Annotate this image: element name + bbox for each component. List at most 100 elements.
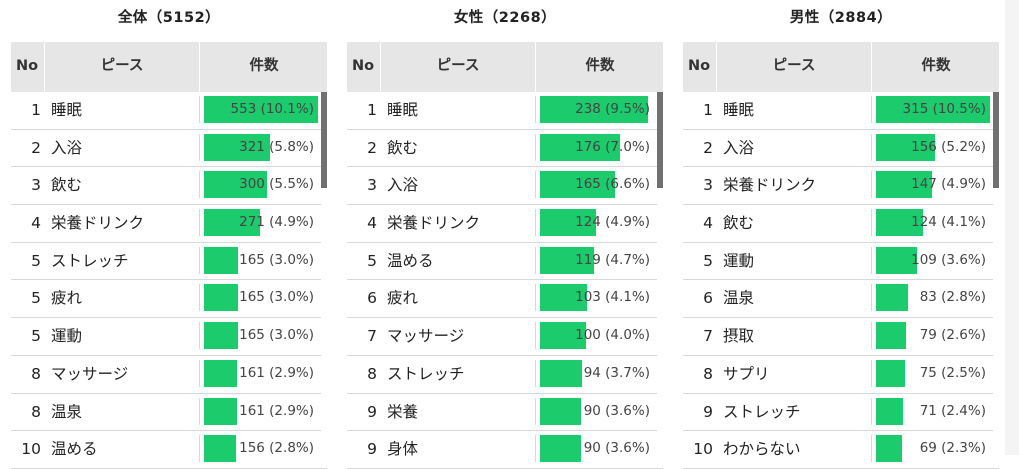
scrollbar[interactable]: [657, 92, 663, 455]
count-text: 165 (6.6%): [575, 176, 650, 193]
ranking-table[interactable]: No ピース 件数 1 睡眠 315 (10.5%) 2 入浴 156 (5.2%) 3 栄養…: [683, 42, 999, 469]
panel-all: 全体（5152） No ピース 件数 1 睡眠 553 (10.1%) 2 入浴 321 …: [11, 0, 327, 469]
count-text: 90 (3.6%): [583, 440, 650, 457]
row-no: 7: [703, 327, 713, 346]
count-bar: [876, 171, 932, 199]
row-count-cell: 109 (3.6%): [871, 246, 992, 274]
row-piece: マッサージ: [387, 327, 465, 346]
header-no[interactable]: No: [687, 58, 711, 74]
row-no: 8: [703, 364, 713, 383]
header-no[interactable]: No: [15, 58, 39, 74]
table-row[interactable]: 2 入浴 156 (5.2%): [683, 130, 999, 168]
table-row[interactable]: 8 温泉 161 (2.9%): [11, 394, 327, 432]
table-header: No ピース 件数: [683, 42, 999, 92]
table-row[interactable]: 5 ストレッチ 165 (3.0%): [11, 243, 327, 281]
table-row[interactable]: 3 入浴 165 (6.6%): [347, 167, 663, 206]
table-row[interactable]: 4 栄養ドリンク 271 (4.9%): [11, 205, 327, 243]
row-count-cell: 165 (3.0%): [199, 246, 320, 274]
count-bar: [204, 133, 270, 161]
row-count-cell: 103 (4.1%): [535, 284, 656, 312]
header-piece[interactable]: ピース: [716, 42, 871, 92]
scrollbar-thumb[interactable]: [321, 92, 327, 188]
table-row[interactable]: 2 飲む 176 (7.0%): [347, 130, 663, 168]
table-row[interactable]: 1 睡眠 553 (10.1%): [11, 92, 327, 130]
row-no: 10: [693, 440, 713, 459]
table-row[interactable]: 7 摂取 79 (2.6%): [683, 318, 999, 356]
table-row[interactable]: 1 睡眠 238 (9.5%): [347, 92, 663, 130]
count-text: 165 (3.0%): [239, 289, 314, 306]
count-bar: [204, 96, 318, 123]
table-row[interactable]: 6 温泉 83 (2.8%): [683, 280, 999, 319]
row-no: 9: [703, 402, 713, 421]
row-piece: ストレッチ: [51, 251, 129, 270]
scrollbar-thumb[interactable]: [657, 92, 663, 188]
count-bar: [540, 246, 594, 274]
header-piece[interactable]: ピース: [380, 42, 535, 92]
header-count[interactable]: 件数: [199, 42, 328, 92]
row-count-cell: 315 (10.5%): [871, 96, 992, 123]
table-row[interactable]: 5 運動 165 (3.0%): [11, 318, 327, 356]
table-row[interactable]: 5 温める 119 (4.7%): [347, 243, 663, 281]
row-piece: 温める: [51, 440, 98, 459]
row-piece: 入浴: [51, 138, 83, 157]
row-count-cell: 90 (3.6%): [535, 397, 656, 425]
header-piece[interactable]: ピース: [44, 42, 199, 92]
header-no[interactable]: No: [351, 58, 375, 74]
row-piece: サプリ: [723, 364, 770, 383]
row-no: 6: [703, 289, 713, 308]
table-row[interactable]: 4 飲む 124 (4.1%): [683, 205, 999, 243]
count-bar: [204, 397, 237, 425]
row-piece: 睡眠: [387, 101, 419, 119]
table-row[interactable]: 9 身体 90 (3.6%): [347, 431, 663, 469]
table-row[interactable]: 8 マッサージ 161 (2.9%): [11, 356, 327, 394]
count-bar: [540, 171, 615, 199]
scrollbar[interactable]: [993, 92, 999, 455]
table-row[interactable]: 4 栄養ドリンク 124 (4.9%): [347, 205, 663, 243]
row-piece: 睡眠: [723, 101, 755, 119]
table-row[interactable]: 9 栄養 90 (3.6%): [347, 394, 663, 432]
row-piece: 温める: [387, 251, 434, 270]
count-text: 124 (4.9%): [575, 214, 650, 231]
count-bar: [876, 397, 903, 425]
row-no: 10: [21, 440, 41, 459]
table-row[interactable]: 1 睡眠 315 (10.5%): [683, 92, 999, 130]
row-count-cell: 156 (5.2%): [871, 133, 992, 161]
table-row[interactable]: 2 入浴 321 (5.8%): [11, 130, 327, 168]
row-count-cell: 553 (10.1%): [199, 96, 320, 123]
table-row[interactable]: 8 サプリ 75 (2.5%): [683, 356, 999, 394]
row-piece: 疲れ: [51, 289, 83, 308]
table-row[interactable]: 10 温める 156 (2.8%): [11, 431, 327, 469]
table-row[interactable]: 9 ストレッチ 71 (2.4%): [683, 394, 999, 432]
scrollbar-thumb[interactable]: [993, 92, 999, 188]
row-piece: 入浴: [387, 176, 419, 195]
table-row[interactable]: 6 疲れ 103 (4.1%): [347, 280, 663, 319]
count-bar: [204, 284, 238, 312]
count-text: 553 (10.1%): [230, 101, 314, 117]
ranking-table[interactable]: No ピース 件数 1 睡眠 553 (10.1%) 2 入浴 321 (5.8%) 3 飲む…: [11, 42, 327, 469]
header-count[interactable]: 件数: [535, 42, 664, 92]
panel-title: 全体（5152）: [117, 10, 221, 26]
table-row[interactable]: 7 マッサージ 100 (4.0%): [347, 318, 663, 356]
count-text: 103 (4.1%): [575, 289, 650, 306]
row-piece: 飲む: [723, 214, 755, 233]
count-text: 69 (2.3%): [919, 440, 986, 457]
table-row[interactable]: 3 飲む 300 (5.5%): [11, 167, 327, 206]
table-row[interactable]: 10 わからない 69 (2.3%): [683, 431, 999, 469]
count-text: 119 (4.7%): [575, 251, 650, 268]
count-text: 165 (3.0%): [239, 327, 314, 344]
table-row[interactable]: 8 ストレッチ 94 (3.7%): [347, 356, 663, 394]
table-row[interactable]: 5 運動 109 (3.6%): [683, 243, 999, 281]
header-count[interactable]: 件数: [871, 42, 1000, 92]
ranking-table[interactable]: No ピース 件数 1 睡眠 238 (9.5%) 2 飲む 176 (7.0%) 3 入浴 1…: [347, 42, 663, 469]
count-bar: [204, 171, 267, 199]
table-row[interactable]: 3 栄養ドリンク 147 (4.9%): [683, 167, 999, 206]
table-row[interactable]: 5 疲れ 165 (3.0%): [11, 280, 327, 319]
row-piece: マッサージ: [51, 364, 129, 383]
row-count-cell: 79 (2.6%): [871, 322, 992, 350]
scrollbar[interactable]: [321, 92, 327, 455]
count-bar: [876, 96, 990, 123]
row-piece: 飲む: [387, 138, 419, 157]
count-bar: [876, 359, 905, 387]
row-no: 8: [367, 364, 377, 383]
row-count-cell: 69 (2.3%): [871, 435, 992, 463]
